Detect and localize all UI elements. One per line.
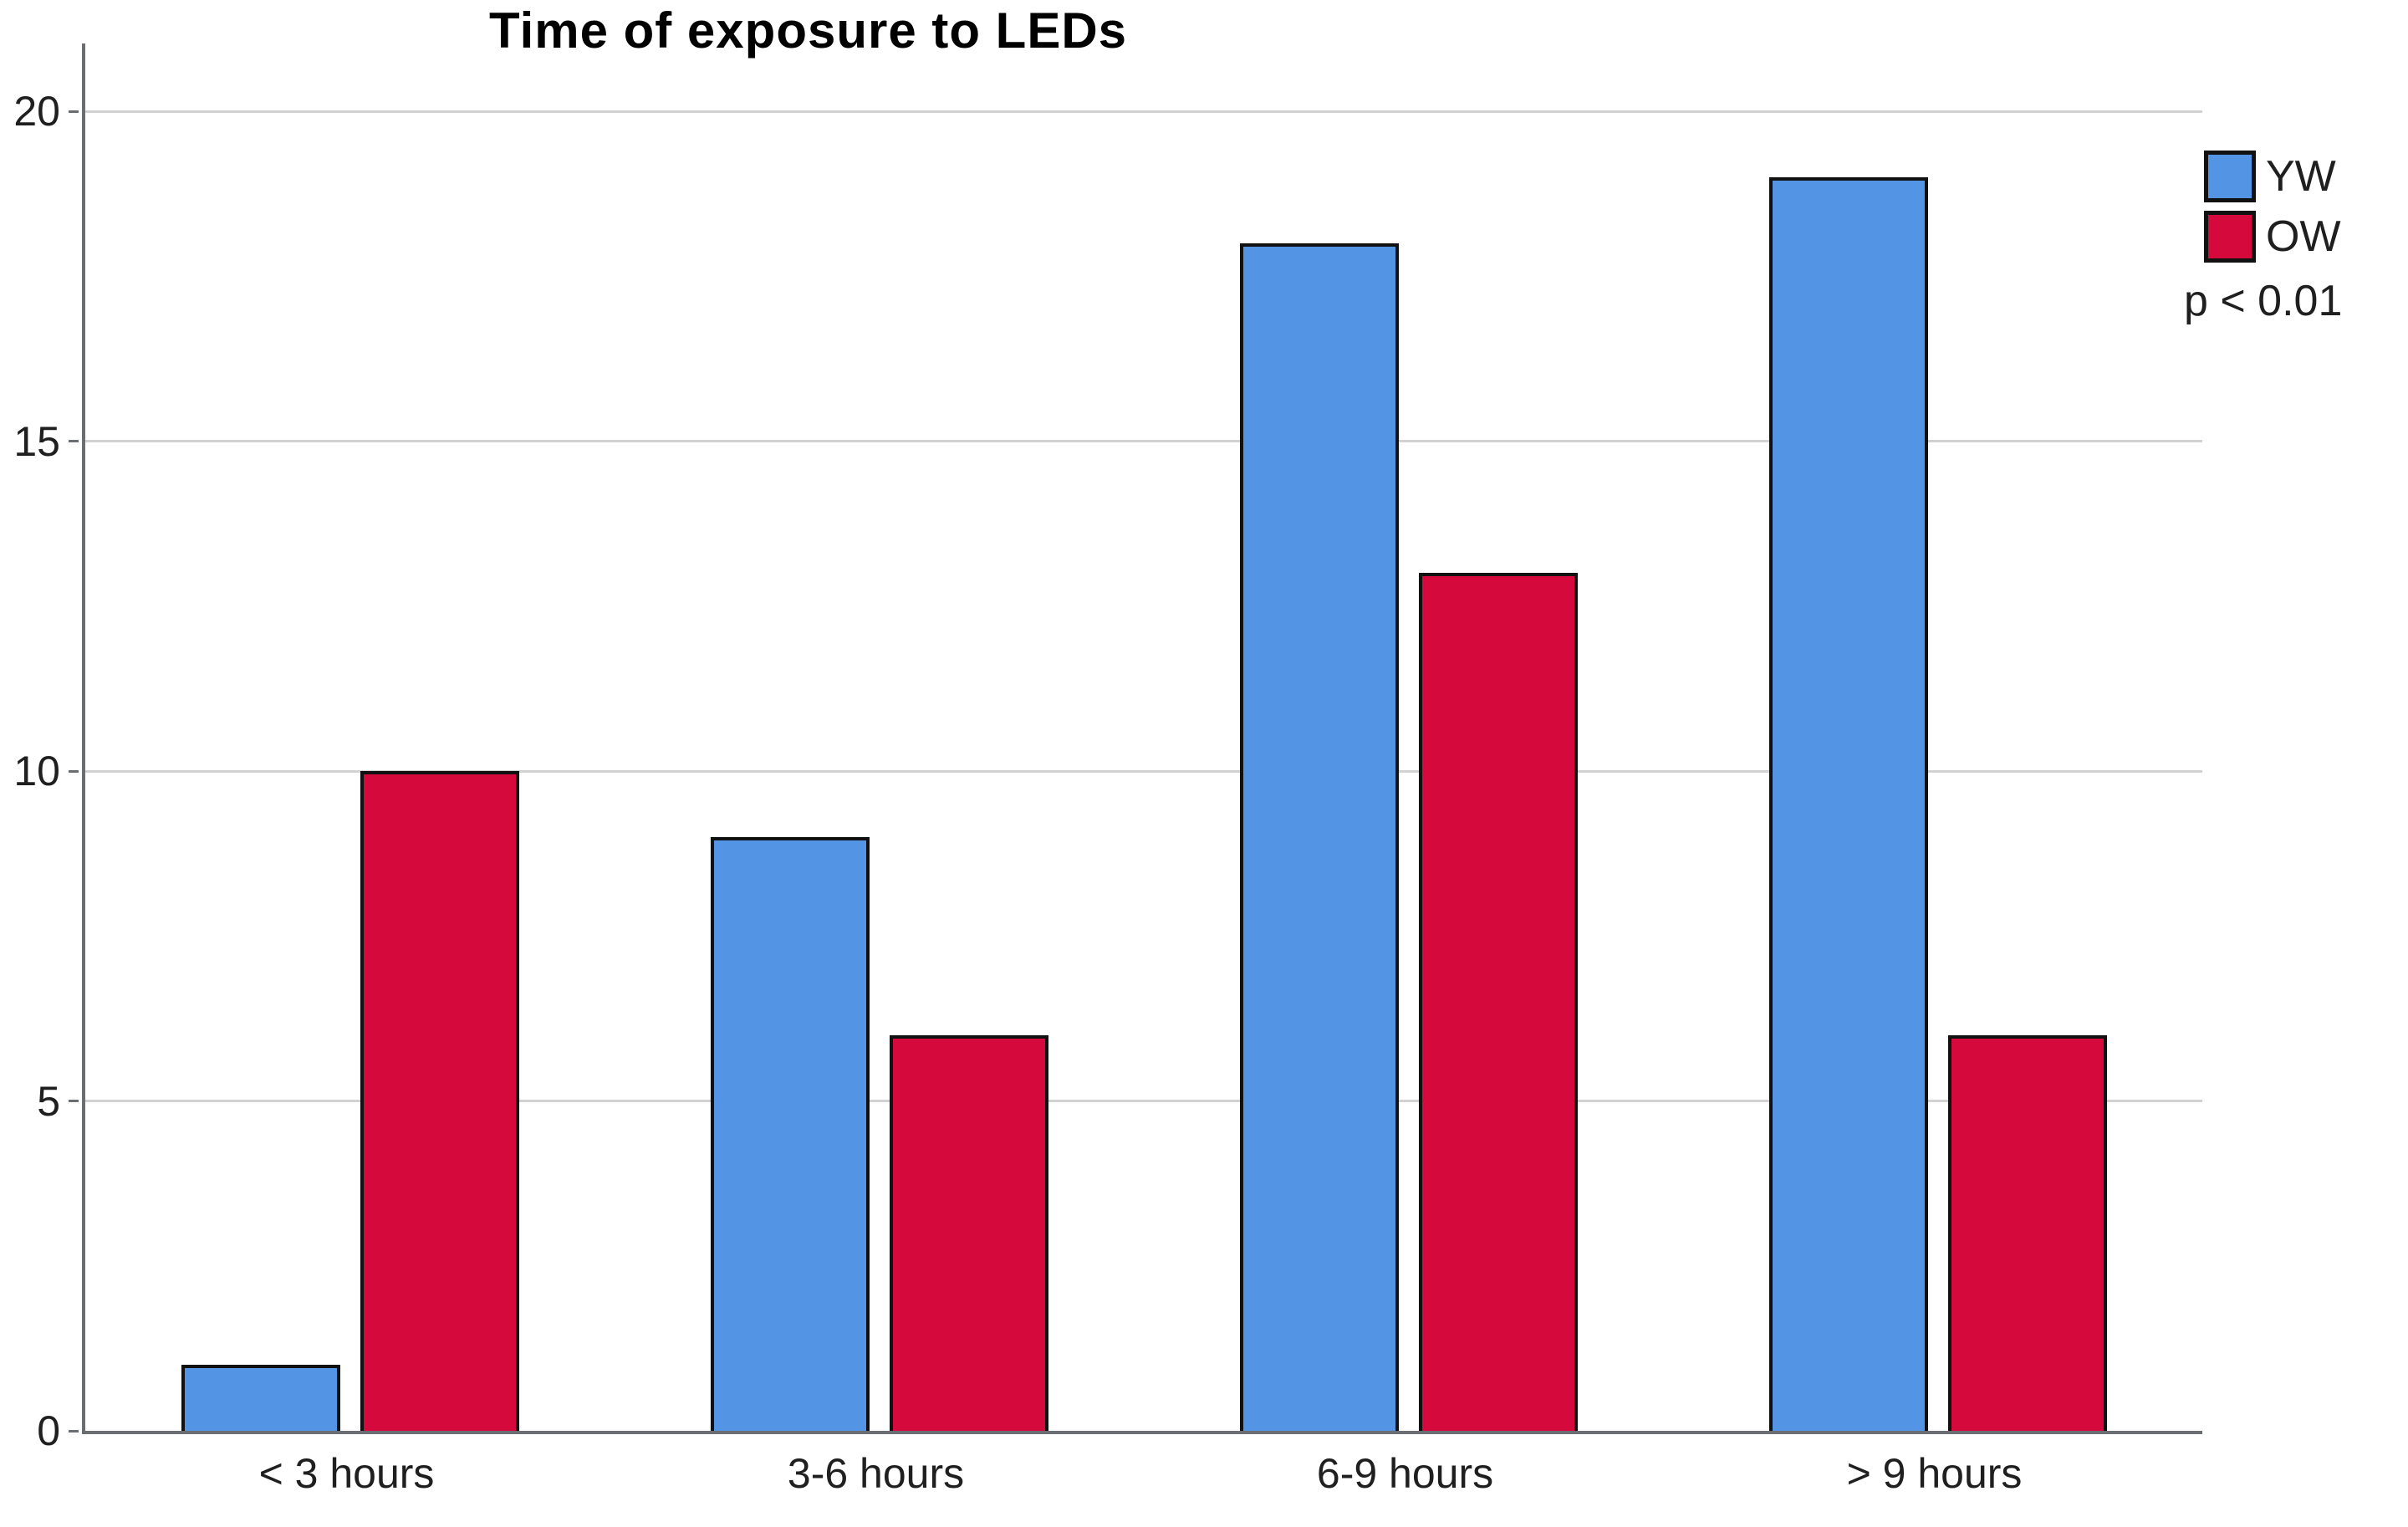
y-tick-mark-0 (69, 1429, 79, 1433)
x-category-label-4: > 9 hours (1846, 1450, 2023, 1497)
plot-area (82, 43, 2202, 1434)
legend-swatch-ow (2204, 211, 2256, 263)
legend-label-yw: YW (2266, 152, 2336, 201)
y-tick-label-15: 15 (13, 417, 60, 465)
gridline-15 (85, 440, 2202, 442)
y-tick-label-5: 5 (37, 1077, 60, 1125)
legend-swatch-yw (2204, 151, 2256, 202)
bar-ow-3 (1418, 573, 1578, 1431)
bar-yw-1 (181, 1365, 340, 1431)
legend-label-ow: OW (2266, 212, 2341, 261)
chart-title: Time of exposure to LEDs (489, 3, 1128, 59)
gridline-20 (85, 110, 2202, 113)
y-axis: 0 5 10 15 20 (0, 43, 79, 1453)
legend: YW OW (2204, 151, 2341, 271)
bar-ow-2 (889, 1034, 1048, 1431)
x-axis-labels: < 3 hours 3-6 hours 6-9 hours > 9 hours (82, 1449, 2199, 1516)
bar-yw-4 (1768, 176, 1928, 1431)
y-tick-label-20: 20 (13, 88, 60, 135)
x-category-label-3: 6-9 hours (1316, 1450, 1494, 1497)
gridline-5 (85, 1100, 2202, 1102)
legend-entry-yw: YW (2204, 151, 2341, 202)
y-tick-mark-15 (69, 440, 79, 442)
p-value-annotation: p < 0.01 (2184, 277, 2343, 325)
x-category-label-2: 3-6 hours (787, 1450, 965, 1497)
y-tick-label-10: 10 (13, 748, 60, 794)
legend-entry-ow: OW (2204, 211, 2341, 263)
bar-ow-1 (360, 771, 519, 1431)
gridline-10 (85, 769, 2202, 773)
y-tick-label-0: 0 (37, 1407, 60, 1454)
x-category-label-1: < 3 hours (258, 1450, 435, 1497)
bar-ow-4 (1947, 1034, 2107, 1431)
y-tick-mark-10 (69, 769, 79, 773)
y-tick-mark-20 (69, 110, 79, 113)
bar-yw-2 (710, 836, 870, 1431)
y-tick-mark-5 (69, 1100, 79, 1102)
bar-yw-3 (1239, 243, 1399, 1431)
